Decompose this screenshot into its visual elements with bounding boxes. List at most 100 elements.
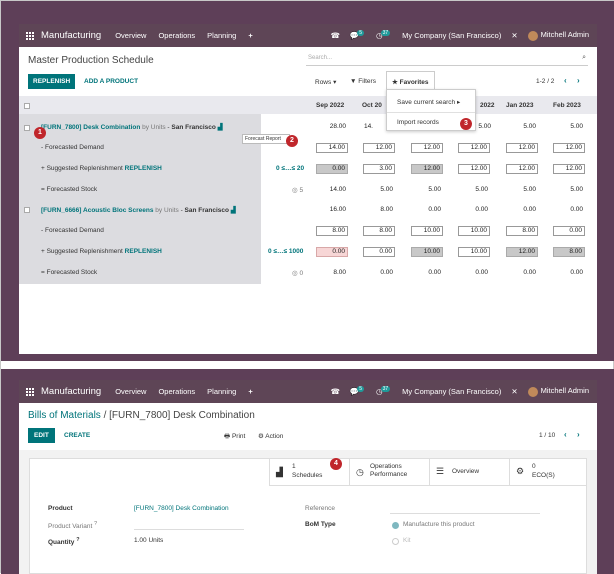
activities-icon[interactable]: ◷37 [376, 386, 391, 396]
replenish-input[interactable]: 8.00 [553, 247, 585, 257]
pager-prev[interactable]: ‹ [564, 76, 567, 85]
replenish-input[interactable]: 12.00 [458, 164, 490, 174]
tools-icon[interactable]: ✕ [511, 387, 518, 396]
add-product-button[interactable]: ADD A PRODUCT [84, 78, 139, 85]
replenish-input[interactable]: 0.00 [316, 247, 348, 257]
messages-icon[interactable]: 💬5 [349, 386, 365, 396]
demand-input[interactable]: 12.00 [506, 143, 538, 153]
activities-badge: 37 [380, 386, 391, 392]
save-current-search-item[interactable]: Save current search ▸ [397, 99, 461, 106]
menu-overview[interactable]: Overview [115, 387, 147, 396]
tools-icon[interactable]: ✕ [511, 31, 518, 40]
menu-plus[interactable]: + [248, 387, 253, 396]
overview-smart-button[interactable]: ☰ Overview [429, 459, 509, 486]
forecast-report-icon[interactable]: ▟ [217, 124, 223, 131]
create-button[interactable]: CREATE [64, 432, 91, 439]
breadcrumb-current: [FURN_7800] Desk Combination [109, 410, 255, 421]
stock-cell: 5.00 [570, 186, 583, 193]
pager: 1 / 10 [539, 432, 556, 439]
clock-icon: ◷ [356, 467, 364, 477]
replenish-input[interactable]: 12.00 [553, 164, 585, 174]
replenish-input[interactable]: 3.00 [363, 164, 395, 174]
demand-input[interactable]: 8.00 [316, 226, 348, 236]
user-menu[interactable]: Mitchell Admin [527, 386, 589, 397]
menu-planning[interactable]: Planning [207, 31, 237, 40]
replenish-input[interactable]: 0.00 [316, 164, 348, 174]
row-label-stock: = Forecasted Stock [41, 269, 98, 276]
rows-dropdown[interactable]: Rows ▾ [315, 79, 337, 86]
demand-input[interactable]: 12.00 [553, 143, 585, 153]
menu-operations[interactable]: Operations [158, 387, 196, 396]
product-link[interactable]: [FURN_6666] Acoustic Bloc Screens [41, 207, 154, 214]
apps-grid-icon[interactable] [26, 31, 34, 40]
product-checkbox[interactable] [24, 207, 30, 213]
quantity-field[interactable]: 1.00 Units [134, 537, 164, 544]
row-replenish-link[interactable]: REPLENISH [124, 165, 162, 172]
select-all-checkbox[interactable] [24, 103, 30, 109]
company-switcher[interactable]: My Company (San Francisco) [402, 387, 502, 396]
user-menu[interactable]: Mitchell Admin [527, 30, 589, 41]
row-replenish-link[interactable]: REPLENISH [124, 248, 162, 255]
action-dropdown[interactable]: ⚙ Action [258, 433, 284, 440]
demand-input[interactable]: 12.00 [458, 143, 490, 153]
demand-input[interactable]: 14.00 [316, 143, 348, 153]
company-switcher[interactable]: My Company (San Francisco) [402, 31, 502, 40]
product-variant-field[interactable] [134, 529, 244, 530]
menu-operations[interactable]: Operations [158, 31, 196, 40]
app-brand[interactable]: Manufacturing [41, 386, 102, 397]
bom-type-option-manufacture: Manufacture this product [403, 521, 475, 528]
replenish-input[interactable]: 12.00 [411, 164, 443, 174]
replenish-input[interactable]: 10.00 [458, 247, 490, 257]
reference-field[interactable] [390, 513, 540, 514]
menu-overview[interactable]: Overview [115, 31, 147, 40]
smart-buttons-bar [269, 459, 587, 486]
stock-cell: 8.00 [333, 269, 346, 276]
bom-type-radio-kit[interactable] [392, 538, 399, 545]
breadcrumb: Bills of Materials / [FURN_7800] Desk Co… [28, 410, 255, 421]
product-link[interactable]: [FURN_7800] Desk Combination [41, 124, 141, 131]
print-dropdown[interactable]: 🖶 Print [224, 433, 246, 440]
activities-icon[interactable]: ◷37 [376, 30, 391, 40]
app-brand[interactable]: Manufacturing [41, 30, 102, 41]
forecast-report-icon[interactable]: ▟ [230, 207, 236, 214]
search-input[interactable]: Search... ⌕ [306, 54, 588, 66]
pager-prev[interactable]: ‹ [564, 430, 567, 439]
pager-next[interactable]: › [577, 430, 580, 439]
pager-next[interactable]: › [577, 76, 580, 85]
replenish-button[interactable]: REPLENISH [28, 74, 76, 89]
schedules-smart-button[interactable]: ▟ 1 Schedules [269, 459, 349, 486]
filters-dropdown[interactable]: ▼ Filters [350, 78, 376, 85]
product-checkbox[interactable] [24, 125, 30, 131]
phone-icon[interactable]: ☎ [330, 31, 340, 40]
safety-range[interactable]: 0 ≤…≤ 1000 [268, 248, 304, 255]
product-field[interactable]: [FURN_7800] Desk Combination [134, 505, 229, 512]
replenish-input[interactable]: 0.00 [363, 247, 395, 257]
bom-type-radio-manufacture[interactable] [392, 522, 399, 529]
operations-performance-smart-button[interactable]: ◷ Operations Performance [349, 459, 429, 486]
total-cell: 0.00 [475, 206, 488, 213]
demand-input[interactable]: 8.00 [363, 226, 395, 236]
safety-range[interactable]: 0 ≤…≤ 20 [276, 165, 305, 172]
callout-4: 4 [330, 458, 342, 470]
search-icon[interactable]: ⌕ [582, 54, 586, 61]
breadcrumb-parent[interactable]: Bills of Materials [28, 410, 101, 421]
menu-plus[interactable]: + [248, 31, 253, 40]
replenish-input[interactable]: 12.00 [506, 247, 538, 257]
demand-input[interactable]: 10.00 [411, 226, 443, 236]
messages-icon[interactable]: 💬5 [349, 30, 365, 40]
demand-input[interactable]: 12.00 [411, 143, 443, 153]
demand-input[interactable]: 0.00 [553, 226, 585, 236]
demand-input[interactable]: 12.00 [363, 143, 395, 153]
phone-icon[interactable]: ☎ [330, 387, 340, 396]
eco-smart-button[interactable]: ⚙ 0 ECO(S) [509, 459, 587, 486]
replenish-input[interactable]: 10.00 [411, 247, 443, 257]
import-records-item[interactable]: Import records [397, 119, 439, 126]
edit-button[interactable]: EDIT [28, 428, 55, 443]
menu-planning[interactable]: Planning [207, 387, 237, 396]
replenish-input[interactable]: 12.00 [506, 164, 538, 174]
demand-input[interactable]: 10.00 [458, 226, 490, 236]
apps-grid-icon[interactable] [26, 387, 34, 396]
favorites-toggle[interactable]: ★ Favorites [386, 71, 435, 89]
demand-input[interactable]: 8.00 [506, 226, 538, 236]
total-cell: 5.00 [570, 123, 583, 130]
